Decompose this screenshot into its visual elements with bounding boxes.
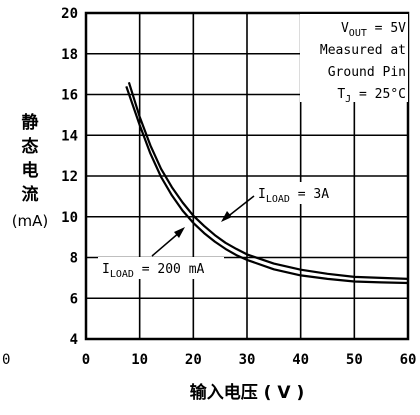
y-tick-label: 14 <box>61 128 78 144</box>
y-tick-label: 8 <box>70 251 78 267</box>
series-label-3a: ILOAD = 3A <box>258 187 329 205</box>
x-tick-label: 30 <box>239 352 256 368</box>
grid-lines <box>85 12 409 340</box>
ylabel-char-1: 静 <box>22 112 39 133</box>
plot-frame <box>84 11 410 341</box>
y-tick-label: 12 <box>61 169 78 185</box>
series-label-200ma: ILOAD = 200 mA <box>102 262 205 280</box>
series-line-200ma <box>125 86 409 285</box>
conditions-box <box>300 14 408 102</box>
condition-measured: Measured at <box>320 43 406 58</box>
x-tick-label: 10 <box>131 352 148 368</box>
ylabel-char-4: 流 <box>22 184 39 205</box>
y-tick-label: 16 <box>61 88 78 104</box>
x-tick-label: 60 <box>400 352 417 368</box>
ylabel-unit: (mA) <box>12 212 49 230</box>
ylabel-char-2: 态 <box>22 136 39 157</box>
condition-vout: VOUT = 5V <box>341 21 406 39</box>
x-tick-label: 40 <box>292 352 309 368</box>
tick-labels: 4 6 8 10 12 14 16 18 20 0 10 20 30 40 50 60 <box>61 6 416 368</box>
series-label-bg-200ma <box>98 257 224 279</box>
series-line-3a <box>127 81 409 280</box>
series-arrow-3a <box>225 195 255 219</box>
y-tick-label: 20 <box>61 6 78 22</box>
ylabel-char-3: 电 <box>22 160 39 181</box>
series-group <box>125 81 409 285</box>
condition-tj: TJ = 25°C <box>337 87 406 105</box>
stray-zero-label: 0 <box>2 352 10 368</box>
x-tick-label: 0 <box>82 352 90 368</box>
series-arrowhead-3a <box>221 211 232 222</box>
series-label-bg-3a <box>254 182 352 204</box>
y-tick-label: 4 <box>70 332 78 348</box>
y-tick-label: 18 <box>61 47 78 63</box>
series-arrowhead-200ma <box>174 227 185 238</box>
y-tick-label: 10 <box>61 210 78 226</box>
series-arrow-200ma <box>151 231 181 257</box>
xlabel: 输入电压 ( V ) <box>190 382 304 403</box>
condition-ground-pin: Ground Pin <box>328 65 406 80</box>
y-tick-label: 6 <box>70 291 78 307</box>
x-tick-label: 50 <box>346 352 363 368</box>
x-tick-label: 20 <box>185 352 202 368</box>
